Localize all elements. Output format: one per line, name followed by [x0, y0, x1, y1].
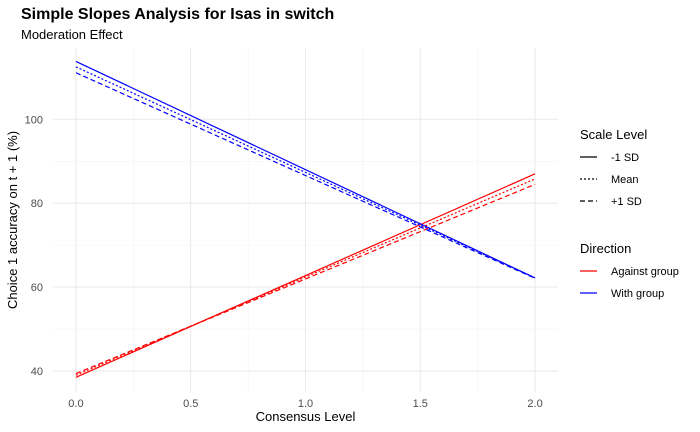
x-tick-label: 1.0: [298, 398, 313, 410]
series-lines: [75, 60, 536, 378]
series-line: [75, 72, 536, 279]
legend-label: With group: [611, 288, 664, 300]
x-tick-label: 0.0: [68, 398, 83, 410]
series-line: [75, 178, 536, 376]
y-tick-label: 40: [31, 366, 43, 378]
x-axis-title: Consensus Level: [256, 409, 356, 424]
y-tick-label: 80: [31, 198, 43, 210]
series-line: [75, 60, 536, 279]
legend-title: Direction: [580, 241, 631, 256]
y-axis-title: Choice 1 accuracy on t + 1 (%): [5, 131, 20, 309]
legend-label: +1 SD: [611, 196, 642, 208]
y-tick-label: 60: [31, 282, 43, 294]
legend-label: -1 SD: [611, 152, 639, 164]
axis-ticks: 0.0 0.5 1.0 1.5 2.0 40 60 80 100: [25, 114, 543, 410]
x-tick-label: 2.0: [527, 398, 542, 410]
series-line: [75, 173, 536, 378]
series-line: [75, 183, 536, 375]
legend-label: Mean: [611, 174, 639, 186]
series-line: [75, 66, 536, 279]
chart-subtitle: Moderation Effect: [21, 27, 123, 42]
legend-title: Scale Level: [580, 127, 647, 142]
chart-title: Simple Slopes Analysis for Isas in switc…: [21, 6, 335, 23]
x-tick-label: 1.5: [413, 398, 428, 410]
legend: Scale Level -1 SD Mean +1 SD Direction Agains…: [580, 127, 679, 300]
legend-label: Against group: [611, 266, 679, 278]
x-tick-label: 0.5: [183, 398, 198, 410]
y-tick-label: 100: [25, 114, 43, 126]
grid-lines: [53, 48, 558, 392]
